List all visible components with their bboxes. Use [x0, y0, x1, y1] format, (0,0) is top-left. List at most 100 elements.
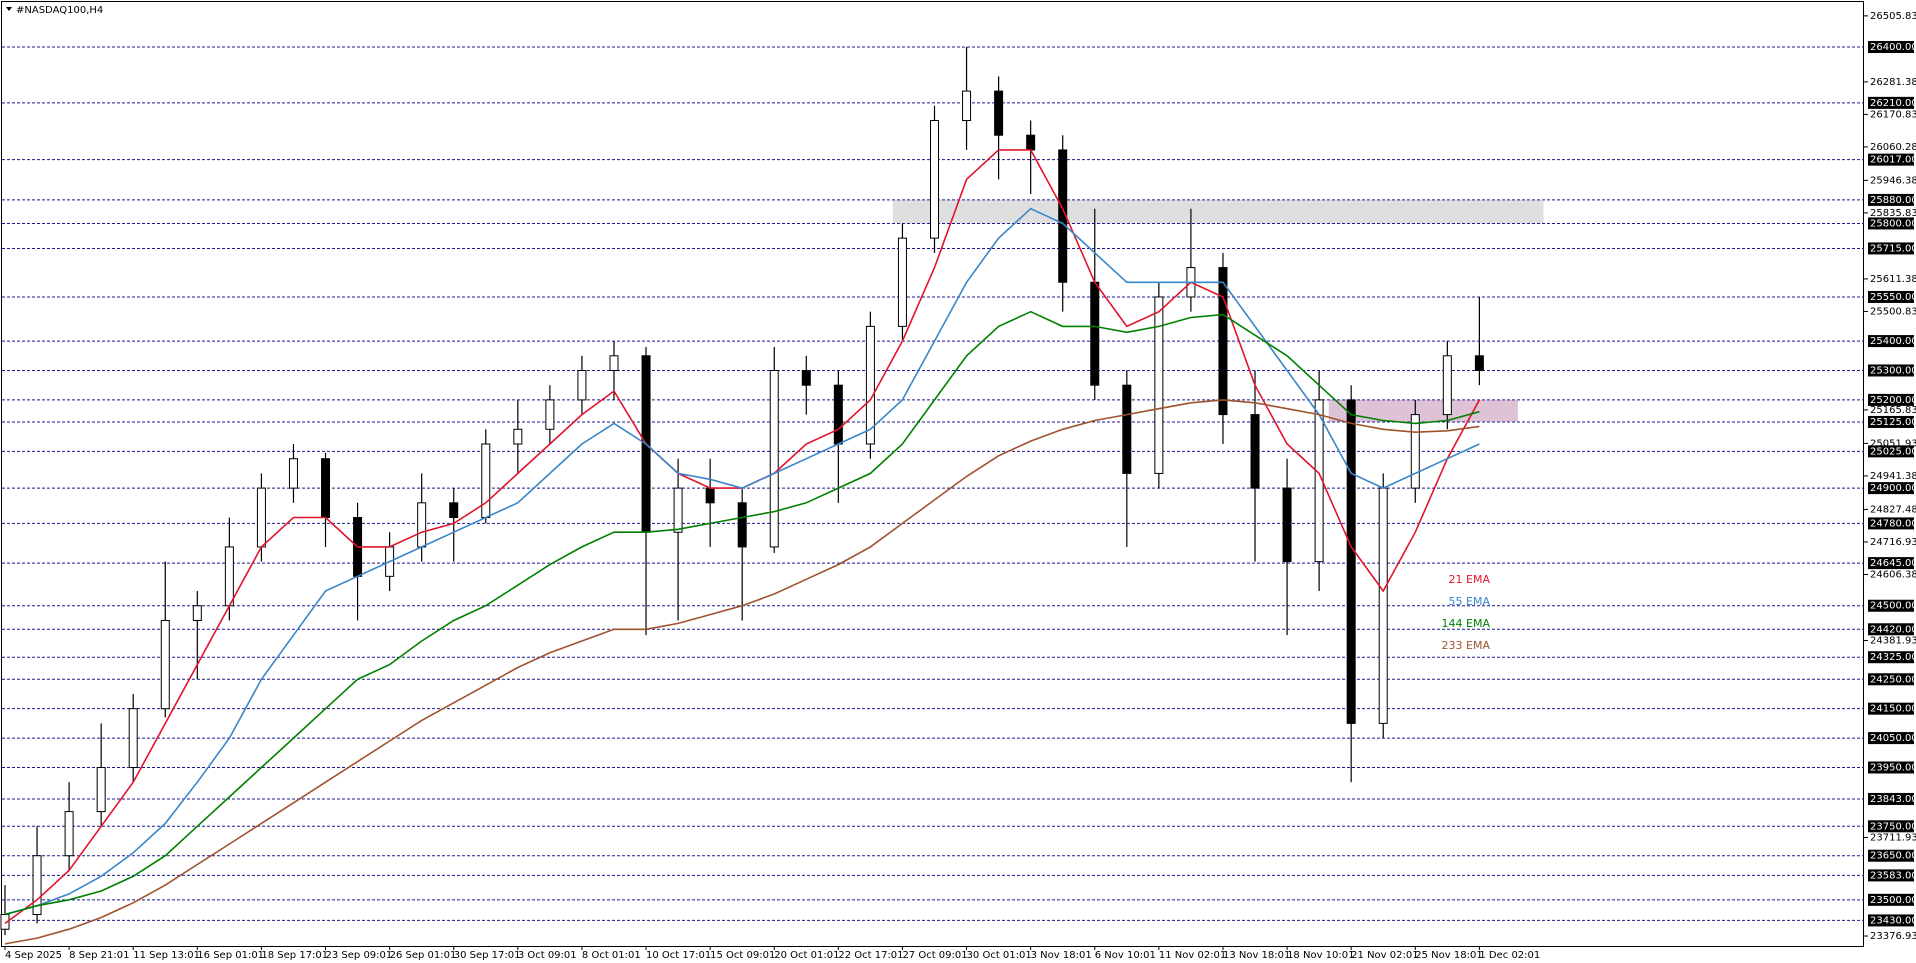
- x-tick-label: 4 Sep 2025: [5, 950, 62, 961]
- level-label: 23950.00: [1870, 762, 1916, 773]
- candle-body: [256, 487, 266, 548]
- candle-body: [1218, 267, 1228, 416]
- x-tick-label: 30 Oct 01:01: [967, 950, 1032, 961]
- level-label: 24900.00: [1870, 483, 1916, 494]
- x-tick-label: 22 Oct 17:01: [838, 950, 903, 961]
- level-label-box: [1868, 290, 1914, 303]
- x-tick-label: 11 Sep 13:01: [133, 950, 200, 961]
- y-tick-label: 26505.83: [1870, 11, 1916, 22]
- candle-body: [865, 325, 875, 445]
- candle-body: [1026, 134, 1036, 151]
- x-tick-label: 11 Nov 02:01: [1159, 950, 1226, 961]
- level-label-box: [1868, 893, 1914, 906]
- candle-body: [128, 708, 138, 768]
- x-tick-label: 25 Nov 18:01: [1415, 950, 1482, 961]
- level-label: 24420.00: [1870, 624, 1916, 635]
- x-tick-label: 18 Nov 10:01: [1287, 950, 1354, 961]
- legend-label: 144 EMA: [1442, 617, 1491, 630]
- level-label: 24645.00: [1870, 558, 1916, 569]
- candle-body: [897, 237, 907, 327]
- candle-body: [192, 605, 202, 621]
- chart-title: #NASDAQ100,H4: [16, 5, 103, 16]
- y-tick-label: 24827.48: [1870, 504, 1916, 515]
- level-label: 25200.00: [1870, 395, 1916, 406]
- level-label: 24250.00: [1870, 674, 1916, 685]
- y-tick-label: 25611.38: [1870, 274, 1916, 285]
- level-label-box: [1868, 651, 1914, 664]
- y-tick-label: 24941.38: [1870, 471, 1916, 482]
- x-tick-label: 20 Oct 01:01: [774, 950, 839, 961]
- x-tick-label: 16 Sep 01:01: [197, 950, 264, 961]
- candle-body: [64, 811, 74, 857]
- y-tick-label: 25835.83: [1870, 208, 1916, 219]
- level-label-box: [1868, 482, 1914, 495]
- candle-body: [513, 428, 523, 445]
- level-label-box: [1868, 673, 1914, 686]
- candle-body: [96, 766, 106, 813]
- zone: [1328, 399, 1518, 422]
- x-tick-label: 23 Sep 09:01: [326, 950, 393, 961]
- level-label-box: [1868, 96, 1914, 109]
- level-label-box: [1868, 217, 1914, 230]
- x-tick-label: 10 Oct 17:01: [646, 950, 711, 961]
- level-label: 26017.00: [1870, 155, 1916, 166]
- x-tick-label: 30 Sep 17:01: [454, 950, 521, 961]
- candle-body: [1090, 281, 1100, 386]
- candle-body: [0, 914, 10, 930]
- level-label-box: [1868, 193, 1914, 206]
- level-label-box: [1868, 623, 1914, 636]
- x-tick-label: 27 Oct 09:01: [902, 950, 967, 961]
- candle-body: [1442, 355, 1452, 416]
- candle-body: [160, 619, 170, 710]
- legend-label: 233 EMA: [1442, 639, 1491, 652]
- level-label: 25800.00: [1870, 218, 1916, 229]
- level-label-box: [1868, 849, 1914, 862]
- candle-body: [288, 458, 298, 489]
- x-tick-label: 1 Dec 02:01: [1479, 950, 1540, 961]
- level-label: 23750.00: [1870, 821, 1916, 832]
- level-label-box: [1868, 153, 1914, 166]
- candle-body: [801, 369, 811, 386]
- candle-body: [833, 384, 843, 445]
- y-tick-label: 26060.28: [1870, 142, 1916, 153]
- level-label-box: [1868, 517, 1914, 530]
- menu-triangle[interactable]: [6, 7, 12, 11]
- x-tick-label: 26 Sep 01:01: [390, 950, 457, 961]
- level-label-box: [1868, 792, 1914, 805]
- candle-body: [449, 502, 459, 519]
- level-label-box: [1868, 40, 1914, 53]
- y-tick-label: 24381.93: [1870, 635, 1916, 646]
- level-label: 24050.00: [1870, 733, 1916, 744]
- level-label-box: [1868, 914, 1914, 927]
- level-label-box: [1868, 557, 1914, 570]
- level-label: 26400.00: [1870, 42, 1916, 53]
- level-label: 23843.00: [1870, 794, 1916, 805]
- level-label: 25400.00: [1870, 336, 1916, 347]
- candle-body: [962, 90, 972, 122]
- level-label: 25300.00: [1870, 365, 1916, 376]
- level-label: 26210.00: [1870, 98, 1916, 109]
- candle-body: [545, 399, 555, 430]
- y-tick-label: 25946.38: [1870, 175, 1916, 186]
- level-label-box: [1868, 702, 1914, 715]
- level-label: 23650.00: [1870, 851, 1916, 862]
- level-label: 24150.00: [1870, 704, 1916, 715]
- candle-body: [1474, 355, 1484, 371]
- level-label: 23500.00: [1870, 895, 1916, 906]
- level-label: 25125.00: [1870, 417, 1916, 428]
- candle-body: [1122, 384, 1132, 474]
- level-label-box: [1868, 364, 1914, 377]
- level-label: 25880.00: [1870, 195, 1916, 206]
- level-label: 24325.00: [1870, 652, 1916, 663]
- y-tick-label: 25500.83: [1870, 306, 1916, 317]
- candle-body: [321, 458, 331, 519]
- level-label-box: [1868, 242, 1914, 255]
- candle-body: [1154, 296, 1164, 474]
- x-tick-label: 3 Oct 09:01: [518, 950, 577, 961]
- candle-body: [1378, 487, 1388, 724]
- y-tick-label: 24606.38: [1870, 569, 1916, 580]
- level-label-box: [1868, 445, 1914, 458]
- x-tick-label: 21 Nov 02:01: [1351, 950, 1418, 961]
